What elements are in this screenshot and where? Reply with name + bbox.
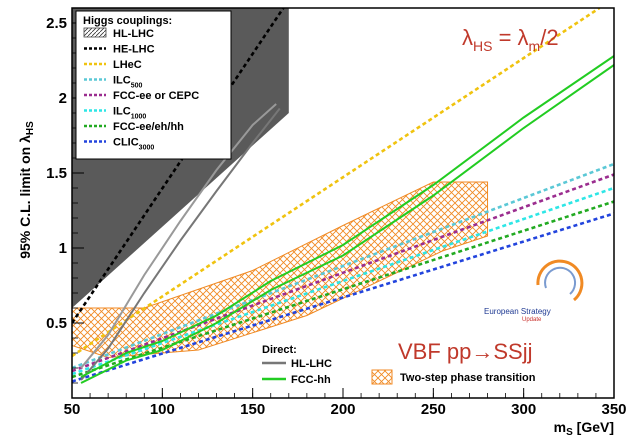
- series-line-direct-fcc-hh-upper-edge: [80, 55, 614, 378]
- legend-label: HE-LHC: [113, 44, 155, 56]
- legend-entry-hl-lhc: HL-LHC: [83, 27, 154, 40]
- annotation-coupling-relation: λHS = λm/2: [462, 25, 559, 54]
- y-tick-label: 1.5: [46, 165, 67, 182]
- y-tick-label: 2.5: [46, 15, 67, 32]
- legend-label: HL-LHC: [113, 28, 154, 40]
- series-line-he-lhc: [72, 8, 285, 324]
- legend-direct-title: Direct:: [262, 344, 297, 356]
- legend-entry-clic-3000: CLIC3000: [84, 137, 154, 152]
- series-line-direct-hl-lhc: [80, 107, 281, 381]
- legend-couplings: Higgs couplings: HL-LHCHE-LHCLHeCILC500F…: [75, 10, 232, 160]
- annotation-vbf-process: VBF pp→SSjj: [398, 339, 533, 364]
- european-strategy-logo: European Strategy Update: [484, 259, 584, 323]
- legend-label: FCC-ee or CEPC: [113, 90, 199, 102]
- x-tick-label: 100: [150, 401, 175, 418]
- legend-entry-direct-hl-lhc: HL-LHC: [262, 358, 332, 370]
- series-line-direct-hl-lhc-upper-edge: [80, 103, 277, 369]
- x-tick-label: 50: [64, 401, 81, 418]
- y-tick-label: 0.5: [46, 315, 67, 332]
- legend-label: HL-LHC: [291, 358, 332, 370]
- x-tick-label: 250: [421, 401, 446, 418]
- series-line-direct-fcc-hh: [80, 64, 614, 384]
- legend-entry-ilc-1000: ILC1000: [84, 106, 146, 121]
- x-tick-label: 150: [240, 401, 265, 418]
- series-line-ilc500: [72, 162, 614, 370]
- series-line-lhec: [72, 8, 601, 358]
- x-axis: 50 100 150 200 250 300 350: [64, 388, 627, 418]
- legend-phase-label: Two-step phase transition: [400, 372, 536, 384]
- series-line-clic3000: [72, 212, 614, 383]
- legend-label: CLIC3000: [113, 137, 154, 152]
- x-tick-label: 300: [511, 401, 536, 418]
- x-axis-title: mS [GeV]: [554, 419, 614, 438]
- x-tick-label: 350: [601, 401, 626, 418]
- legend-entry-fcc-ee-eh-hh: FCC-ee/eh/hh: [84, 121, 184, 133]
- logo-text: European Strategy: [484, 307, 551, 316]
- series-line-ilc1000: [72, 186, 614, 376]
- legend-entry-fcc-ee-or-cepc: FCC-ee or CEPC: [84, 90, 199, 102]
- legend-swatch: [83, 27, 107, 38]
- legend-phase-transition: Two-step phase transition: [371, 369, 536, 385]
- legend-label: FCC-hh: [291, 374, 331, 386]
- series-layer: [72, 8, 614, 384]
- legend-label: LHeC: [113, 59, 142, 71]
- y-axis-title: 95% C.L. limit on λHS: [17, 121, 36, 259]
- legend-entry-direct-fcc-hh: FCC-hh: [262, 374, 331, 386]
- y-tick-label: 2: [59, 90, 67, 107]
- legend-entry-lhec: LHeC: [84, 59, 142, 71]
- legend-phase-swatch: [371, 369, 393, 385]
- series-line-fcc-ee-eh-hh: [72, 200, 614, 379]
- legend-entry-ilc-500: ILC500: [84, 75, 143, 90]
- legend-label: FCC-ee/eh/hh: [113, 121, 184, 133]
- legend-label: ILC500: [113, 75, 143, 90]
- y-axis: 0.5 1 1.5 2 2.5: [46, 15, 84, 384]
- series-line-fcc-ee-or-cepc: [72, 173, 614, 373]
- x-tick-label: 200: [330, 401, 355, 418]
- y-tick-label: 1: [59, 240, 67, 257]
- legend-direct: Direct: HL-LHC FCC-hh: [262, 344, 332, 386]
- logo-subtext: Update: [522, 317, 542, 323]
- legend-couplings-title: Higgs couplings:: [83, 15, 172, 27]
- legend-label: ILC1000: [113, 106, 146, 121]
- legend-entry-he-lhc: HE-LHC: [84, 44, 155, 56]
